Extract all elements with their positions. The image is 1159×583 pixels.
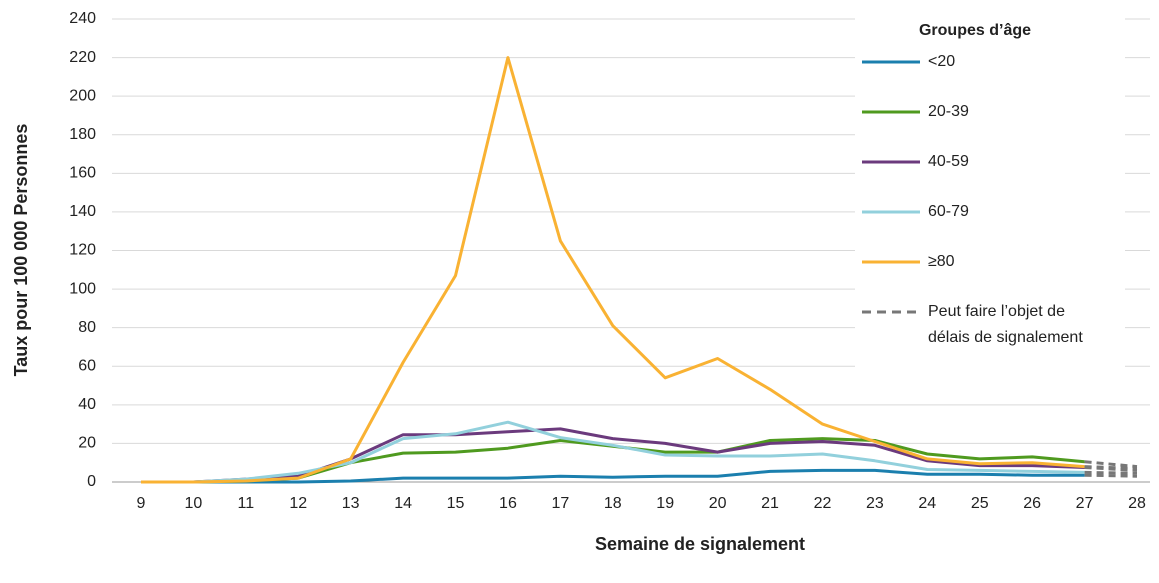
y-tick-label: 100 — [69, 280, 96, 297]
x-tick-label: 22 — [814, 495, 832, 512]
y-tick-label: 200 — [69, 87, 96, 104]
x-tick-label: 21 — [761, 495, 779, 512]
x-tick-label: 20 — [709, 495, 727, 512]
x-tick-label: 15 — [447, 495, 465, 512]
y-tick-label: 60 — [78, 357, 96, 374]
x-tick-label: 25 — [971, 495, 989, 512]
x-tick-label: 26 — [1023, 495, 1041, 512]
y-tick-label: 140 — [69, 203, 96, 220]
series-line — [141, 56, 1085, 484]
y-tick-label: 180 — [69, 126, 96, 143]
series-line-dashed — [1084, 465, 1138, 470]
x-tick-label: 16 — [499, 495, 517, 512]
y-tick-label: 160 — [69, 165, 96, 182]
legend-label: 40-59 — [928, 153, 969, 170]
legend-label: ≥80 — [928, 253, 955, 270]
y-tick-label: 240 — [69, 10, 96, 27]
x-tick-label: 17 — [551, 495, 569, 512]
legend-label: 60-79 — [928, 203, 969, 220]
x-tick-label: 23 — [866, 495, 884, 512]
y-axis-title: Taux pour 100 000 Personnes — [11, 124, 31, 377]
legend-label: Peut faire l’objet de — [928, 303, 1065, 320]
y-tick-label: 120 — [69, 242, 96, 259]
x-tick-label: 28 — [1128, 495, 1146, 512]
legend-box — [855, 12, 1125, 370]
y-tick-label: 20 — [78, 435, 96, 452]
x-tick-label: 18 — [604, 495, 622, 512]
x-tick-label: 14 — [394, 495, 412, 512]
series-line-dashed — [1084, 470, 1138, 475]
legend-label: <20 — [928, 53, 955, 70]
legend-label: délais de signalement — [928, 329, 1083, 346]
y-tick-label: 40 — [78, 396, 96, 413]
x-tick-label: 12 — [289, 495, 307, 512]
series-line — [141, 420, 1085, 484]
y-tick-label: 220 — [69, 49, 96, 66]
legend-label: 20-39 — [928, 103, 969, 120]
x-tick-label: 19 — [656, 495, 674, 512]
series-line — [141, 468, 1085, 484]
x-axis-title: Semaine de signalement — [595, 534, 805, 554]
x-tick-label: 9 — [137, 495, 146, 512]
x-tick-label: 11 — [238, 495, 255, 512]
series-line-dashed — [1084, 460, 1138, 469]
x-tick-label: 24 — [918, 495, 936, 512]
x-tick-label: 27 — [1076, 495, 1094, 512]
x-tick-label: 13 — [342, 495, 360, 512]
y-tick-label: 80 — [78, 319, 96, 336]
x-tick-label: 10 — [185, 495, 203, 512]
y-tick-label: 0 — [87, 473, 96, 490]
series-line-dashed — [1084, 473, 1138, 478]
legend-title: Groupes d’âge — [919, 22, 1031, 39]
series-line — [141, 427, 1085, 484]
